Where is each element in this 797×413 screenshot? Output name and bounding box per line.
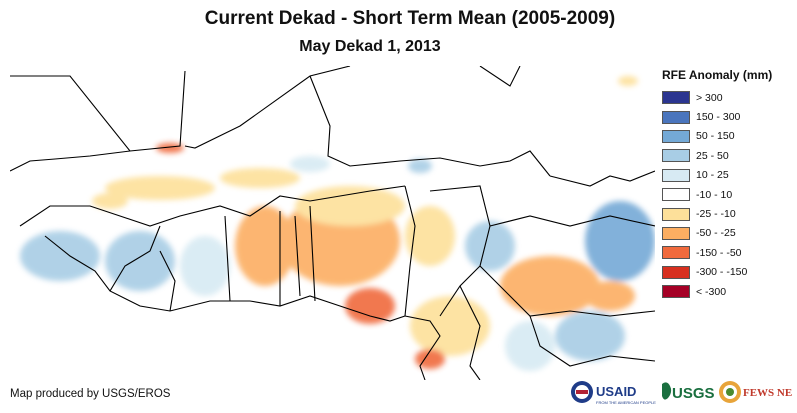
legend-label: -300 - -150 bbox=[696, 266, 748, 279]
legend-swatch bbox=[662, 207, 690, 221]
legend-item: 150 - 300 bbox=[662, 107, 797, 126]
svg-text:FROM THE AMERICAN PEOPLE: FROM THE AMERICAN PEOPLE bbox=[596, 400, 656, 405]
legend-label: -50 - -25 bbox=[696, 227, 736, 240]
legend-swatch bbox=[662, 91, 690, 105]
fewsnet-logo: FEWS NET bbox=[719, 381, 797, 403]
legend-item: -300 - -150 bbox=[662, 263, 797, 282]
legend-item: 50 - 150 bbox=[662, 127, 797, 146]
partner-logos: USAID FROM THE AMERICAN PEOPLE USGS FEWS… bbox=[571, 381, 797, 405]
legend-swatch bbox=[662, 246, 690, 260]
legend-label: -10 - 10 bbox=[696, 188, 733, 201]
legend-swatch bbox=[662, 168, 690, 182]
legend-label: 50 - 150 bbox=[696, 130, 735, 143]
legend-label: < -300 bbox=[696, 285, 727, 298]
country-borders bbox=[9, 65, 656, 381]
svg-text:FEWS NET: FEWS NET bbox=[743, 387, 792, 399]
legend-swatch bbox=[662, 110, 690, 124]
legend-item: -50 - -25 bbox=[662, 224, 797, 243]
legend-item: -10 - 10 bbox=[662, 185, 797, 204]
rainfall-anomaly-map bbox=[9, 65, 656, 381]
legend-label: -25 - -10 bbox=[696, 208, 736, 221]
usgs-logo: USGS bbox=[662, 382, 715, 402]
legend-swatch bbox=[662, 149, 690, 163]
svg-text:USGS: USGS bbox=[672, 385, 715, 402]
logo-strip: USAID FROM THE AMERICAN PEOPLE USGS FEWS… bbox=[570, 376, 797, 408]
legend-label: -150 - -50 bbox=[696, 246, 742, 259]
legend-item: 10 - 25 bbox=[662, 166, 797, 185]
legend-items: > 300 150 - 300 50 - 150 25 - 50 10 - 25 -10 … bbox=[662, 88, 797, 301]
legend-label: > 300 bbox=[696, 91, 723, 104]
legend-swatch bbox=[662, 285, 690, 299]
map-subtitle: May Dekad 1, 2013 bbox=[299, 38, 441, 55]
legend-swatch bbox=[662, 129, 690, 143]
legend-title: RFE Anomaly (mm) bbox=[662, 68, 773, 82]
legend-swatch bbox=[662, 188, 690, 202]
usaid-logo: USAID FROM THE AMERICAN PEOPLE bbox=[571, 381, 656, 405]
legend-item: < -300 bbox=[662, 282, 797, 301]
map-title: Current Dekad - Short Term Mean (2005-20… bbox=[204, 8, 616, 29]
legend-item: > 300 bbox=[662, 88, 797, 107]
legend-label: 25 - 50 bbox=[696, 149, 729, 162]
legend-item: 25 - 50 bbox=[662, 146, 797, 165]
legend-item: -150 - -50 bbox=[662, 243, 797, 262]
svg-text:USAID: USAID bbox=[596, 384, 636, 399]
legend-item: -25 - -10 bbox=[662, 204, 797, 223]
map-canvas bbox=[9, 65, 656, 381]
legend: RFE Anomaly (mm) > 300 150 - 300 50 - 150 2… bbox=[662, 68, 797, 301]
credit-text: Map produced by USGS/EROS bbox=[10, 388, 171, 400]
legend-swatch bbox=[662, 226, 690, 240]
legend-label: 10 - 25 bbox=[696, 169, 729, 182]
legend-swatch bbox=[662, 265, 690, 279]
legend-label: 150 - 300 bbox=[696, 111, 741, 124]
